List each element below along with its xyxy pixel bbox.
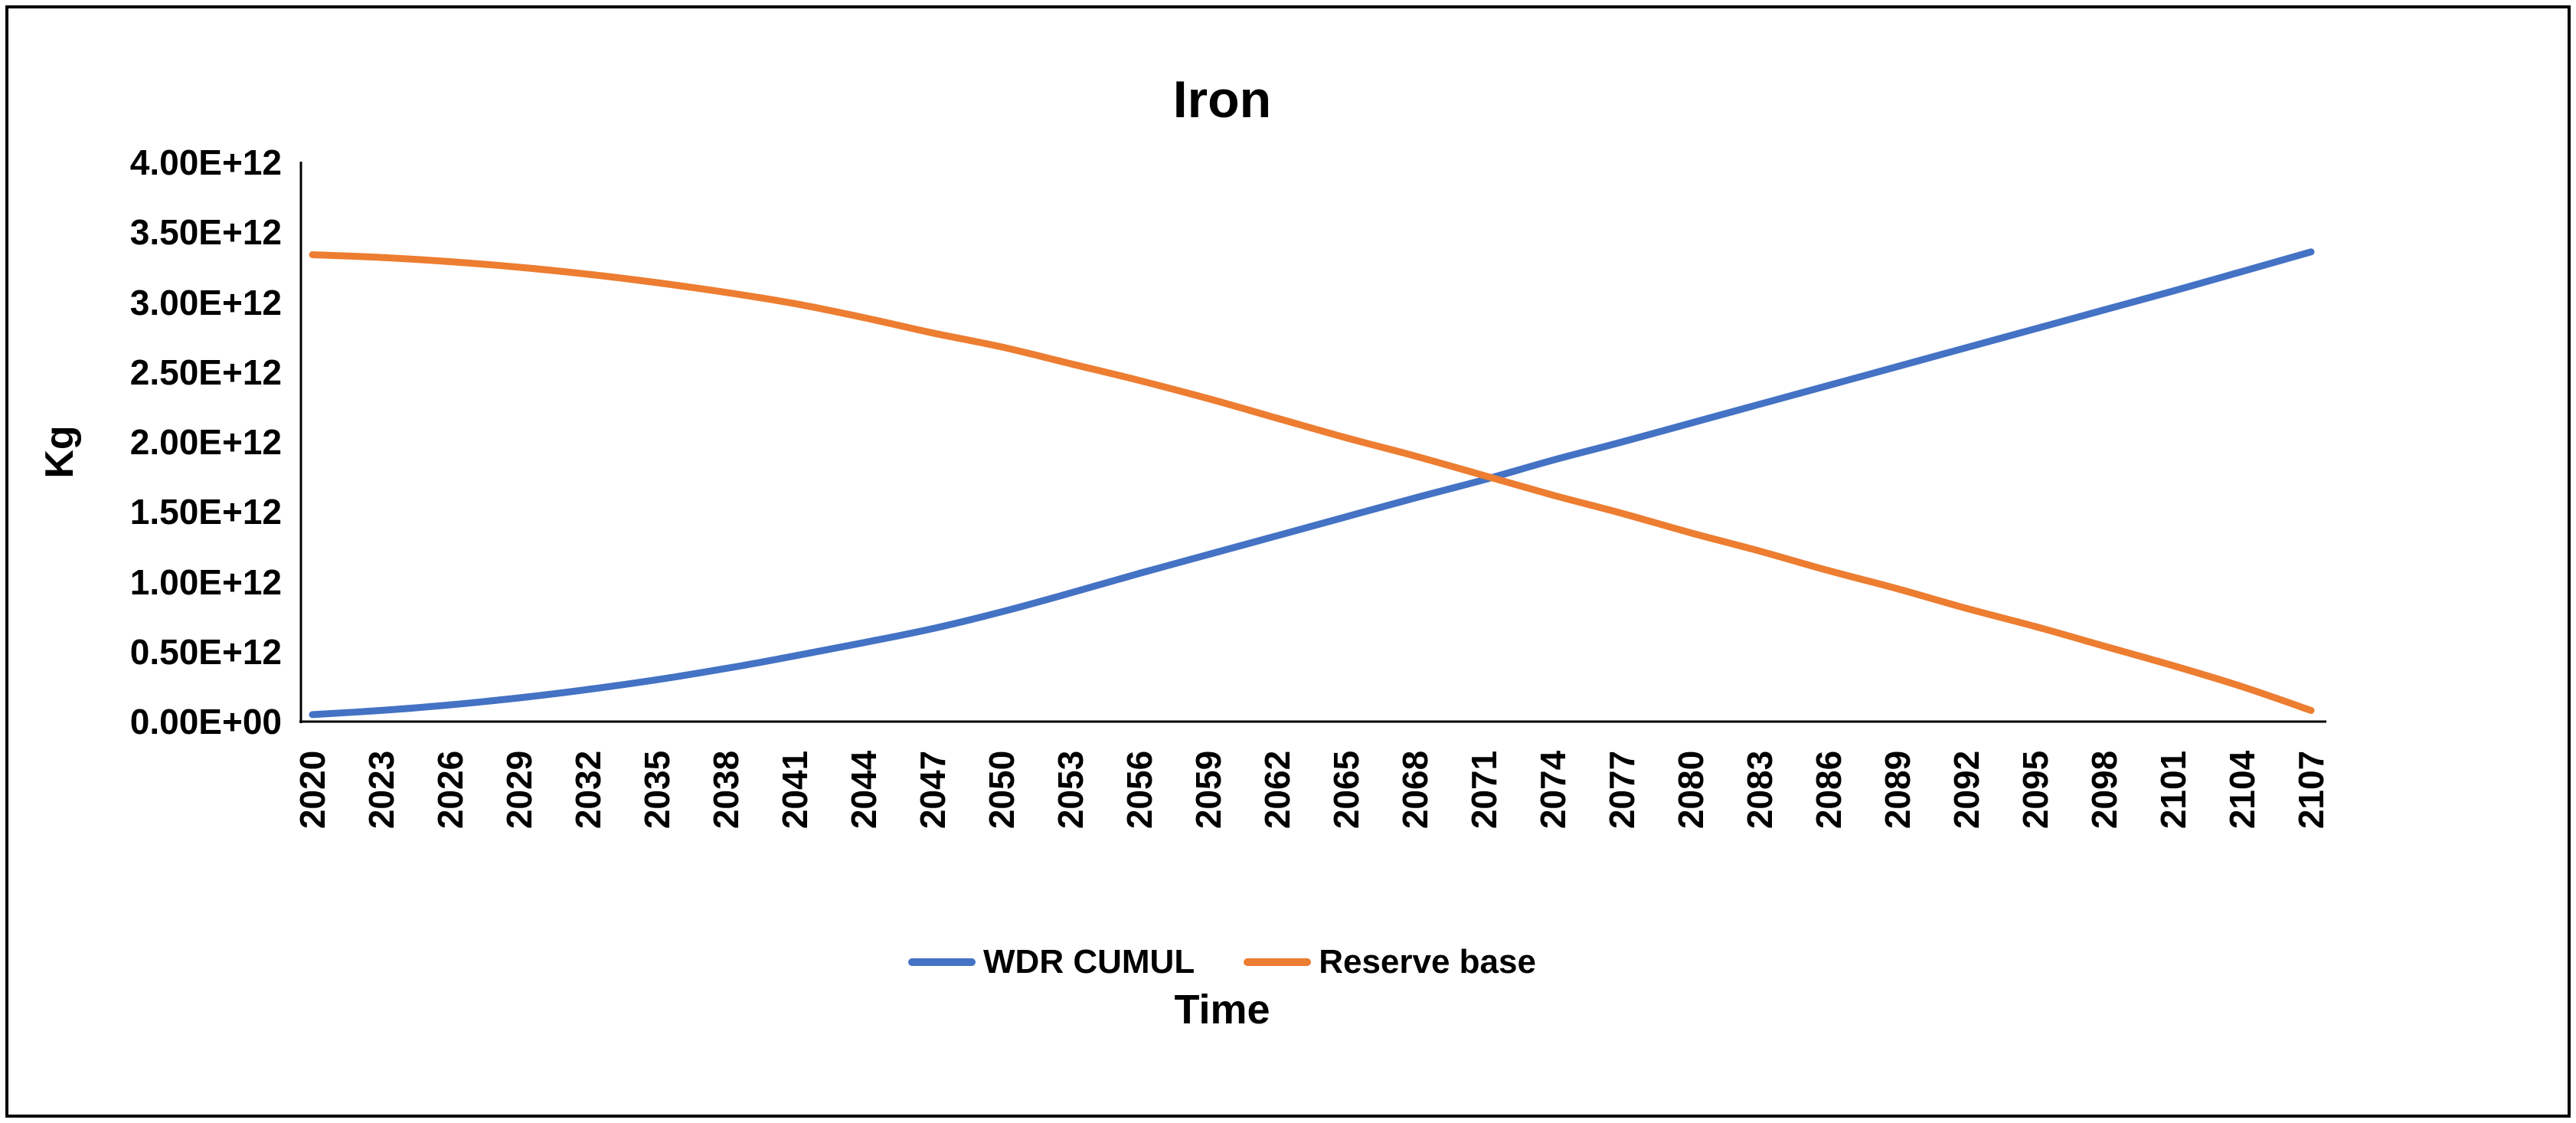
x-tick-label: 2041 [775, 750, 815, 830]
x-tick-label: 2080 [1671, 750, 1711, 830]
y-tick-label: 2.50E+12 [129, 352, 282, 392]
y-tick-label: 3.00E+12 [129, 282, 282, 322]
y-tick-label: 1.50E+12 [129, 492, 282, 532]
x-tick-label: 2089 [1878, 750, 1917, 830]
x-tick-label: 2035 [637, 750, 677, 830]
x-tick-label: 2068 [1395, 750, 1435, 830]
x-tick-label: 2095 [2015, 750, 2055, 830]
x-tick-label: 2098 [2084, 750, 2124, 830]
x-tick-label: 2062 [1257, 750, 1297, 830]
x-tick-label: 2020 [293, 750, 332, 830]
x-tick-label: 2053 [1051, 750, 1090, 830]
y-tick-label: 2.00E+12 [129, 422, 282, 462]
x-tick-label: 2038 [706, 750, 746, 830]
x-tick-label: 2023 [361, 750, 401, 830]
y-tick-label: 4.00E+12 [129, 142, 282, 182]
x-tick-label: 2065 [1326, 750, 1366, 830]
legend-label-wdr-cumul: WDR CUMUL [983, 943, 1195, 981]
chart-title: Iron [1172, 70, 1272, 129]
x-tick-label: 2056 [1120, 750, 1159, 830]
x-tick-label: 2026 [430, 750, 470, 830]
y-tick-label: 0.50E+12 [129, 631, 282, 672]
legend-item-wdr-cumul: WDR CUMUL [908, 943, 1195, 981]
x-tick-label: 2092 [1947, 750, 1986, 830]
reserve-base-line-swatch-icon [1244, 958, 1312, 966]
legend-label-reserve-base: Reserve base [1319, 943, 1536, 981]
x-tick-label: 2101 [2153, 750, 2193, 830]
x-tick-label: 2083 [1740, 750, 1780, 830]
x-tick-label: 2032 [568, 750, 608, 830]
x-tick-label: 2071 [1464, 750, 1504, 830]
x-tick-label: 2050 [982, 750, 1022, 830]
x-tick-label: 2107 [2291, 750, 2331, 830]
y-tick-label: 1.00E+12 [129, 562, 282, 602]
y-axis-title: Kg [38, 425, 82, 479]
x-tick-label: 2029 [499, 750, 539, 830]
x-tick-label: 2077 [1602, 750, 1642, 830]
x-axis-title: Time [1174, 987, 1270, 1033]
legend: WDR CUMUL Reserve base [908, 943, 1536, 981]
wdr-cumul-line-swatch-icon [908, 958, 976, 966]
y-tick-label: 3.50E+12 [129, 212, 282, 253]
x-tick-label: 2086 [1809, 750, 1849, 830]
x-tick-label: 2044 [844, 750, 884, 830]
x-tick-label: 2104 [2222, 750, 2262, 830]
legend-item-reserve-base: Reserve base [1244, 943, 1536, 981]
y-tick-label: 0.00E+00 [129, 702, 282, 742]
x-tick-label: 2047 [913, 750, 953, 830]
x-tick-label: 2059 [1188, 750, 1228, 830]
x-tick-label: 2074 [1533, 750, 1573, 830]
